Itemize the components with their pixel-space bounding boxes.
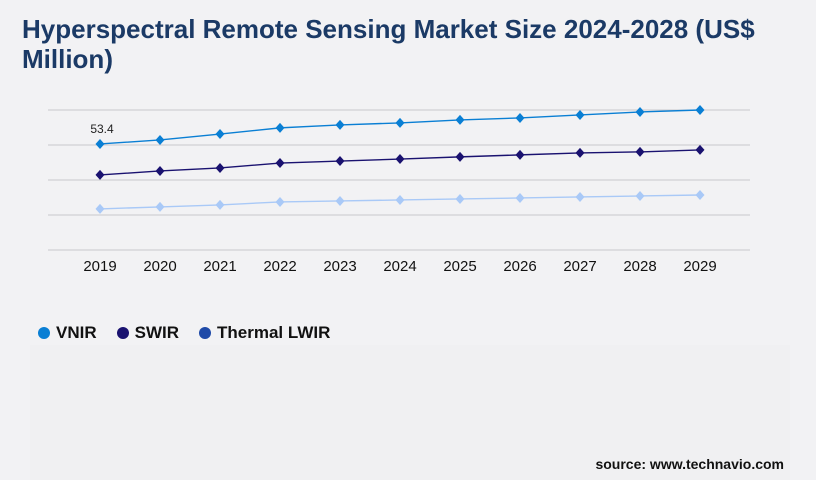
x-tick-label: 2028 — [623, 258, 656, 275]
x-tick-label: 2021 — [203, 258, 236, 275]
data-point — [335, 156, 345, 167]
legend-marker-icon — [199, 327, 212, 339]
data-point — [155, 165, 165, 176]
legend-item: SWIR — [116, 323, 180, 343]
legend-item: VNIR — [38, 323, 97, 343]
data-point — [575, 191, 585, 202]
x-tick-label: 2027 — [563, 258, 596, 275]
legend-marker-icon — [38, 327, 50, 339]
x-tick-label: 2025 — [443, 258, 476, 275]
data-point — [95, 138, 105, 149]
data-point — [695, 144, 705, 155]
data-point — [455, 114, 465, 125]
data-point — [635, 106, 645, 117]
data-point — [335, 119, 345, 130]
line-chart: 2019 2020 2021 2022 2023 2024 2025 2026 2027 2028… — [48, 105, 750, 275]
chart-title: Hyperspectral Remote Sensing Market Size… — [22, 14, 755, 74]
legend-marker-icon — [116, 327, 129, 339]
data-point — [335, 195, 345, 206]
data-point — [455, 193, 465, 204]
data-point — [395, 117, 405, 128]
x-tick-label: 2024 — [383, 258, 416, 275]
data-point — [395, 154, 405, 165]
data-point — [695, 189, 705, 200]
data-point — [275, 196, 285, 207]
x-tick-label: 2029 — [683, 258, 716, 275]
data-point — [575, 109, 585, 120]
data-point — [155, 201, 165, 212]
x-tick-label: 2019 — [83, 258, 116, 275]
x-tick-label: 2023 — [323, 258, 356, 275]
data-point — [515, 112, 525, 123]
data-point — [635, 146, 645, 157]
x-tick-label: 2020 — [143, 258, 176, 275]
x-tick-label: 2026 — [503, 258, 536, 275]
data-point — [95, 169, 105, 180]
data-point — [215, 129, 225, 140]
data-point — [275, 158, 285, 169]
data-point — [635, 190, 645, 201]
data-point — [395, 194, 405, 205]
legend-label: VNIR — [56, 323, 97, 342]
data-point — [95, 203, 105, 214]
legend-label: Thermal LWIR — [217, 323, 331, 342]
data-point — [155, 134, 165, 145]
source-note: source: www.technavio.com — [595, 456, 784, 472]
data-point — [455, 151, 465, 162]
data-point — [515, 149, 525, 160]
data-point — [515, 192, 525, 203]
legend-label: SWIR — [134, 323, 180, 342]
x-tick-label: 2022 — [263, 258, 296, 275]
lower-panel — [30, 345, 790, 480]
legend-item: Thermal LWIR — [199, 323, 330, 343]
data-point — [695, 105, 705, 115]
legend: VNIR SWIR Thermal LWIR — [38, 323, 330, 343]
data-label: 53.4 — [90, 122, 114, 136]
data-point — [215, 199, 225, 210]
data-point — [275, 122, 285, 133]
data-point — [575, 147, 585, 158]
data-point — [215, 162, 225, 173]
